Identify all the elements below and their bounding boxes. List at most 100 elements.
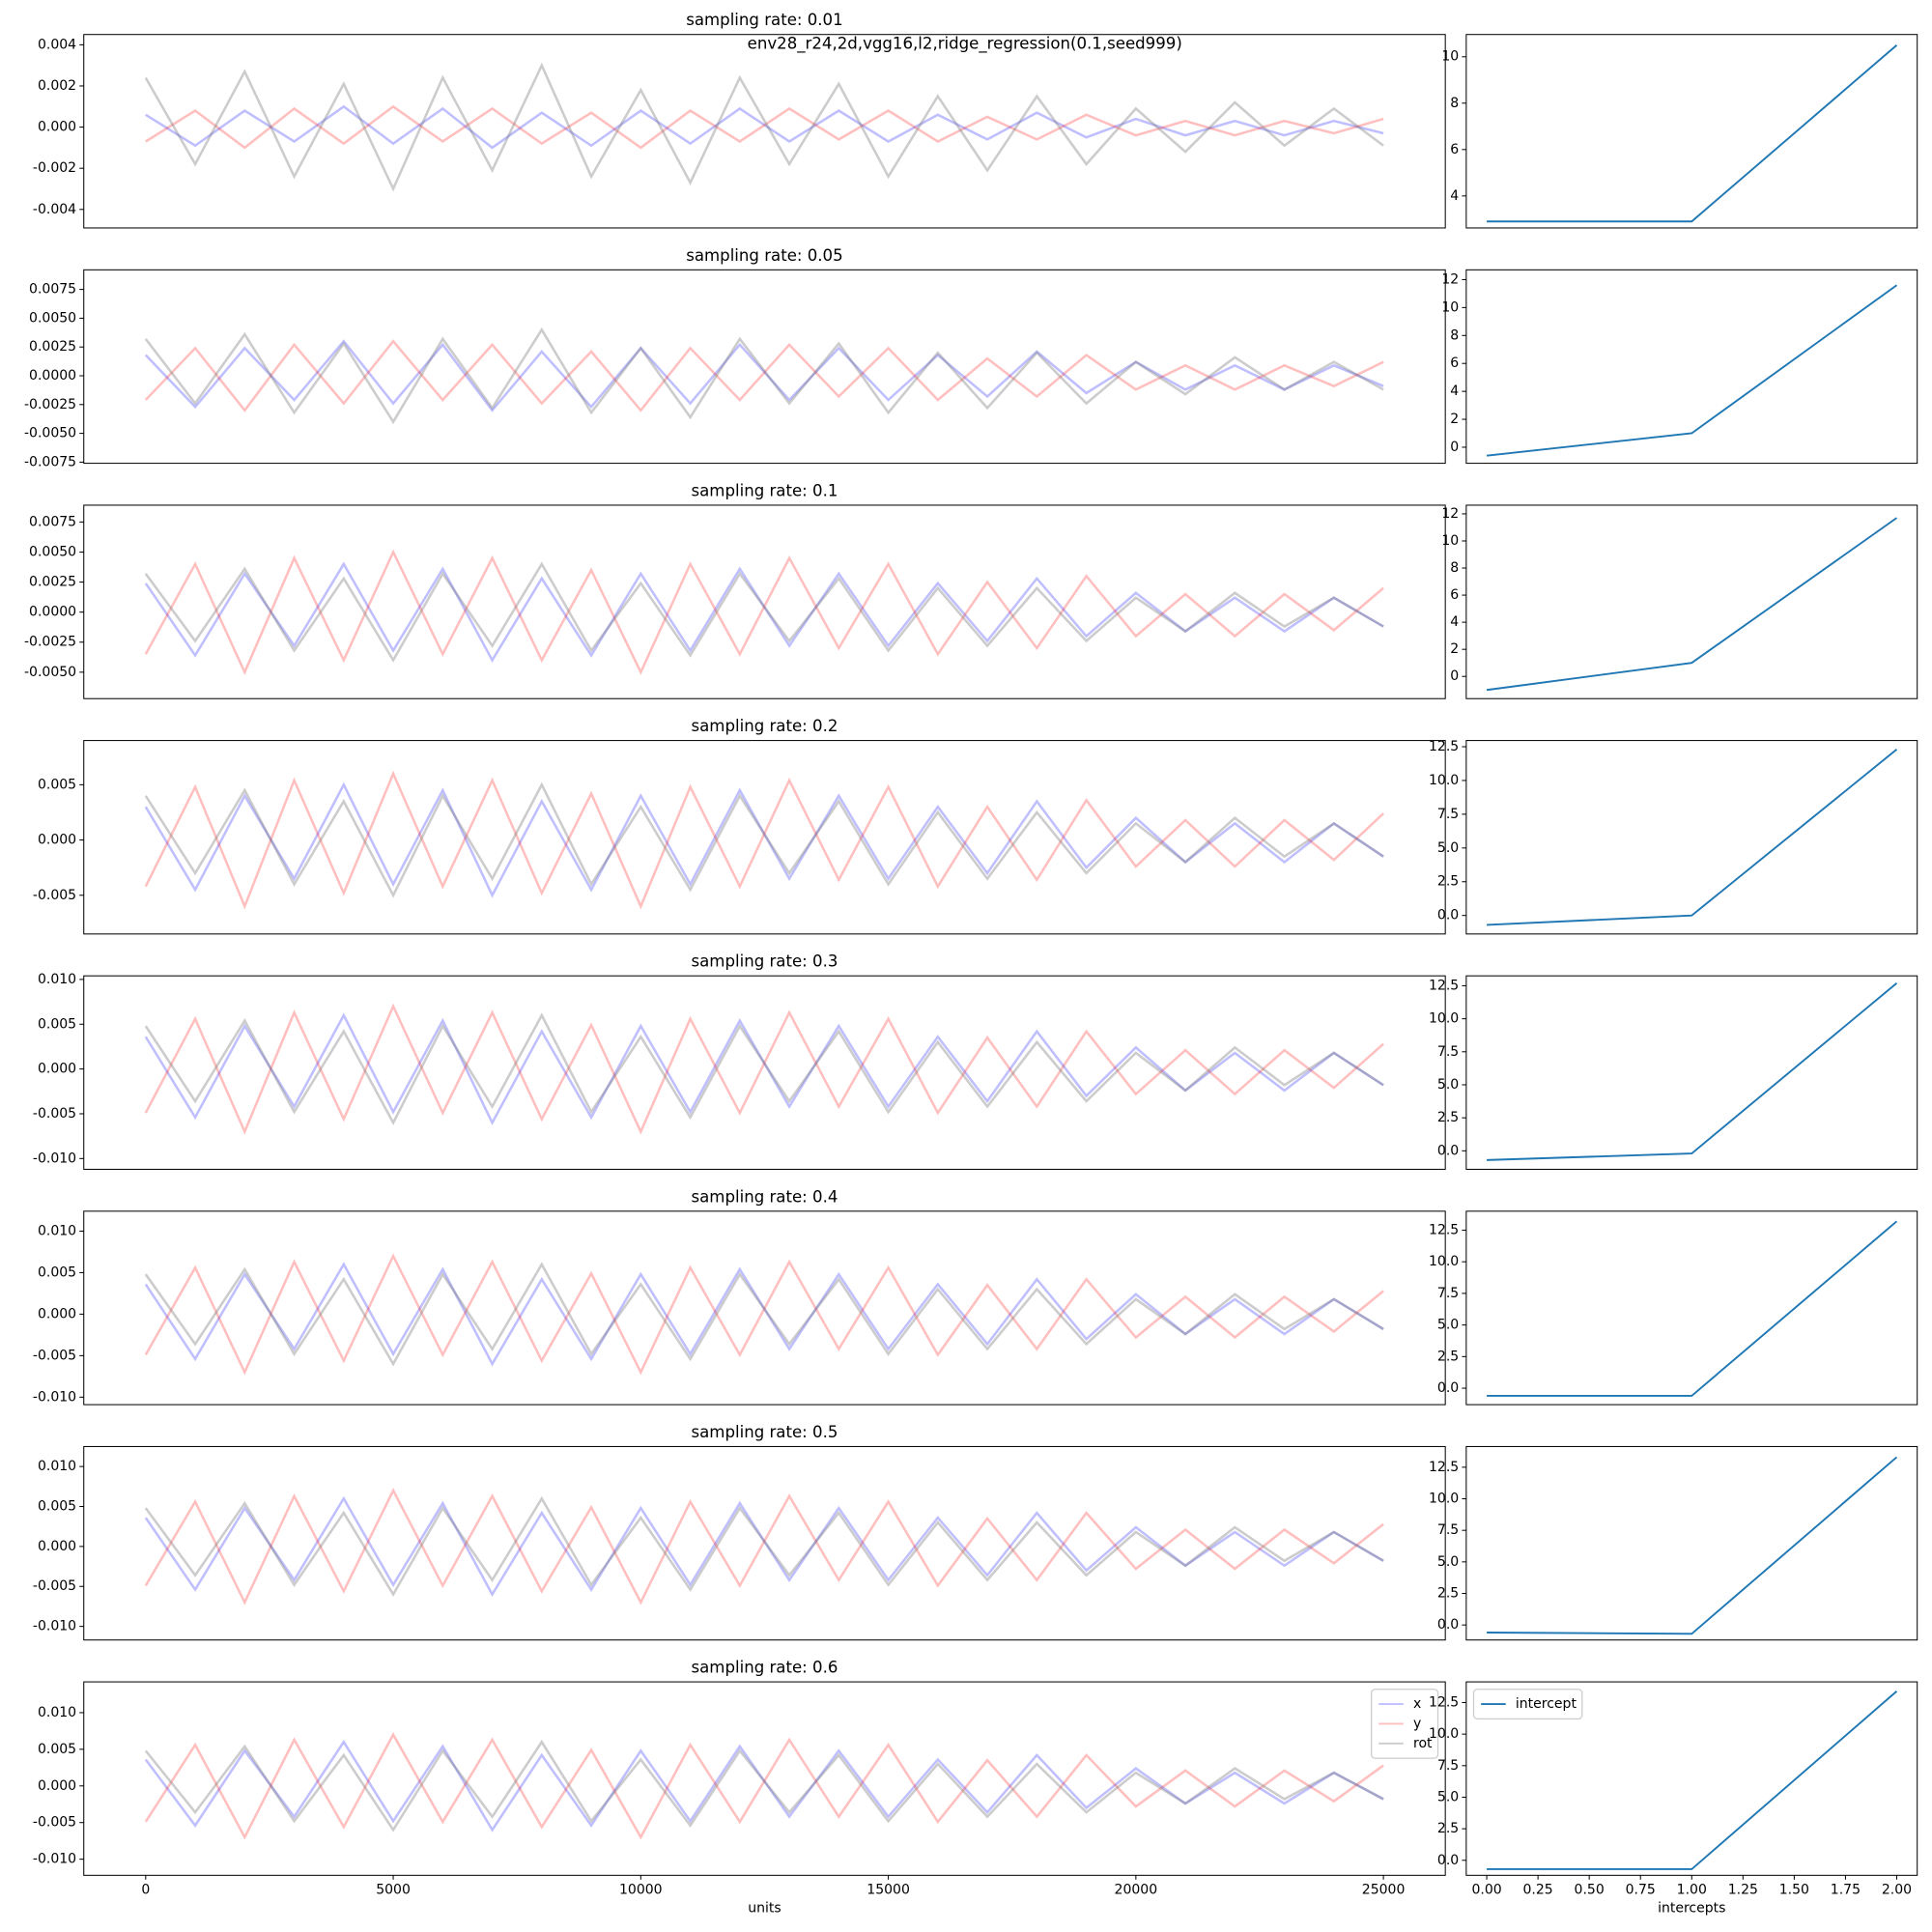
y-tick-label: 7.5 bbox=[1437, 1286, 1459, 1301]
legend-label: rot bbox=[1413, 1736, 1433, 1751]
y-tick-label: 6 bbox=[1450, 587, 1459, 603]
data-line bbox=[144, 339, 1384, 412]
y-tick-label: 10 bbox=[1441, 49, 1459, 65]
axes-title: sampling rate: 0.6 bbox=[692, 1659, 838, 1677]
y-tick-label: 0.010 bbox=[38, 1223, 76, 1238]
axes-title: sampling rate: 0.05 bbox=[686, 246, 842, 265]
axes-title: sampling rate: 0.01 bbox=[686, 11, 842, 29]
x-tick-label: 0.75 bbox=[1626, 1883, 1656, 1898]
y-tick-label: 0.0 bbox=[1437, 1617, 1459, 1633]
y-tick-label: 0 bbox=[1450, 668, 1459, 684]
data-line bbox=[144, 561, 1384, 663]
x-tick-label: 0.50 bbox=[1575, 1883, 1605, 1898]
y-tick-label: 0.0050 bbox=[29, 310, 76, 326]
y-tick-label: -0.010 bbox=[33, 1151, 76, 1166]
y-tick-label: 2 bbox=[1450, 412, 1459, 427]
x-tick-label: 1.75 bbox=[1831, 1883, 1861, 1898]
y-tick-label: 0.005 bbox=[38, 1499, 76, 1515]
data-line bbox=[144, 1495, 1384, 1598]
data-line bbox=[144, 561, 1384, 663]
y-tick-label: 0.0025 bbox=[29, 339, 76, 355]
data-line bbox=[144, 781, 1384, 898]
y-tick-label: -0.002 bbox=[33, 160, 76, 176]
x-tick-label: 1.00 bbox=[1677, 1883, 1707, 1898]
x-tick-label: 0 bbox=[141, 1883, 150, 1898]
y-tick-label: 2.5 bbox=[1437, 1586, 1459, 1602]
y-tick-label: 5.0 bbox=[1437, 1318, 1459, 1333]
axes-frame bbox=[83, 1445, 1446, 1641]
data-line bbox=[145, 104, 1384, 150]
y-tick-label: 0.0 bbox=[1437, 908, 1459, 923]
axes-frame bbox=[83, 740, 1446, 935]
y-tick-label: -0.005 bbox=[33, 1348, 76, 1363]
y-tick-label: 2.5 bbox=[1437, 1349, 1459, 1364]
data-line bbox=[144, 1003, 1384, 1135]
y-tick-label: 0.000 bbox=[38, 833, 76, 848]
y-tick-label: -0.005 bbox=[33, 1815, 76, 1831]
y-tick-label: 12 bbox=[1441, 271, 1459, 287]
y-tick-label: 0.002 bbox=[38, 78, 76, 94]
y-tick-label: 10 bbox=[1441, 533, 1459, 549]
y-tick-label: 4 bbox=[1450, 614, 1459, 630]
y-tick-label: 0.0000 bbox=[29, 605, 76, 620]
y-tick-label: 12.5 bbox=[1429, 1222, 1459, 1237]
x-tick-label: 10000 bbox=[619, 1883, 663, 1898]
y-tick-label: 10.0 bbox=[1429, 1254, 1459, 1269]
y-tick-label: 0.000 bbox=[38, 1062, 76, 1077]
y-tick-label: 2.5 bbox=[1437, 1821, 1459, 1836]
data-line bbox=[144, 1739, 1384, 1833]
axes-frame bbox=[83, 1210, 1446, 1406]
axes-frame bbox=[83, 34, 1446, 229]
y-tick-label: -0.0050 bbox=[24, 665, 76, 680]
y-tick-label: 0.004 bbox=[38, 37, 76, 52]
y-tick-label: 6 bbox=[1450, 142, 1459, 157]
y-tick-label: -0.005 bbox=[33, 888, 76, 903]
axes-frame bbox=[83, 269, 1446, 465]
y-tick-label: 7.5 bbox=[1437, 1044, 1459, 1060]
y-tick-label: 2.5 bbox=[1437, 874, 1459, 890]
y-tick-label: 0 bbox=[1450, 440, 1459, 455]
y-tick-label: 10.0 bbox=[1429, 773, 1459, 788]
x-tick-label: 0.00 bbox=[1471, 1883, 1501, 1898]
y-tick-label: 10 bbox=[1441, 299, 1459, 315]
axes-frame bbox=[1465, 34, 1918, 229]
y-tick-label: 0.005 bbox=[38, 777, 76, 792]
y-tick-label: -0.0025 bbox=[24, 635, 76, 650]
y-tick-label: 0.0000 bbox=[29, 368, 76, 384]
x-tick-label: 2.00 bbox=[1882, 1883, 1912, 1898]
y-tick-label: 12.5 bbox=[1429, 1694, 1459, 1710]
y-tick-label: 0.005 bbox=[38, 1016, 76, 1032]
x-tick-label: 20000 bbox=[1115, 1883, 1158, 1898]
x-tick-label: 1.50 bbox=[1779, 1883, 1809, 1898]
y-tick-label: 0.010 bbox=[38, 1705, 76, 1720]
data-line bbox=[144, 549, 1384, 675]
axes-title: sampling rate: 0.2 bbox=[692, 717, 838, 735]
y-tick-label: 2 bbox=[1450, 641, 1459, 657]
data-line bbox=[144, 327, 1384, 425]
x-tick-label: 0.25 bbox=[1523, 1883, 1553, 1898]
y-tick-label: 0.0 bbox=[1437, 1853, 1459, 1868]
axes-frame bbox=[1465, 504, 1918, 699]
y-tick-label: 2.5 bbox=[1437, 1110, 1459, 1125]
y-tick-label: 8 bbox=[1450, 96, 1459, 111]
y-tick-label: 0.000 bbox=[38, 1306, 76, 1321]
y-tick-label: -0.0025 bbox=[24, 397, 76, 412]
y-tick-label: 7.5 bbox=[1437, 807, 1459, 822]
y-tick-label: 12 bbox=[1441, 506, 1459, 522]
axes-title: sampling rate: 0.4 bbox=[692, 1187, 838, 1206]
data-line bbox=[144, 62, 1384, 192]
data-line bbox=[144, 1739, 1384, 1833]
y-tick-label: 0.000 bbox=[38, 1539, 76, 1554]
y-tick-label: 5.0 bbox=[1437, 1554, 1459, 1570]
data-line bbox=[144, 1495, 1384, 1598]
axes-frame bbox=[1465, 740, 1918, 935]
y-tick-label: 0.005 bbox=[38, 1264, 76, 1280]
y-tick-label: 6 bbox=[1450, 355, 1459, 371]
data-line bbox=[144, 1488, 1384, 1605]
axes-title: sampling rate: 0.3 bbox=[692, 952, 838, 971]
data-line bbox=[145, 104, 1384, 150]
x-axis-label: intercepts bbox=[1658, 1901, 1725, 1917]
data-line bbox=[144, 1262, 1384, 1367]
x-axis-label: units bbox=[748, 1901, 781, 1917]
